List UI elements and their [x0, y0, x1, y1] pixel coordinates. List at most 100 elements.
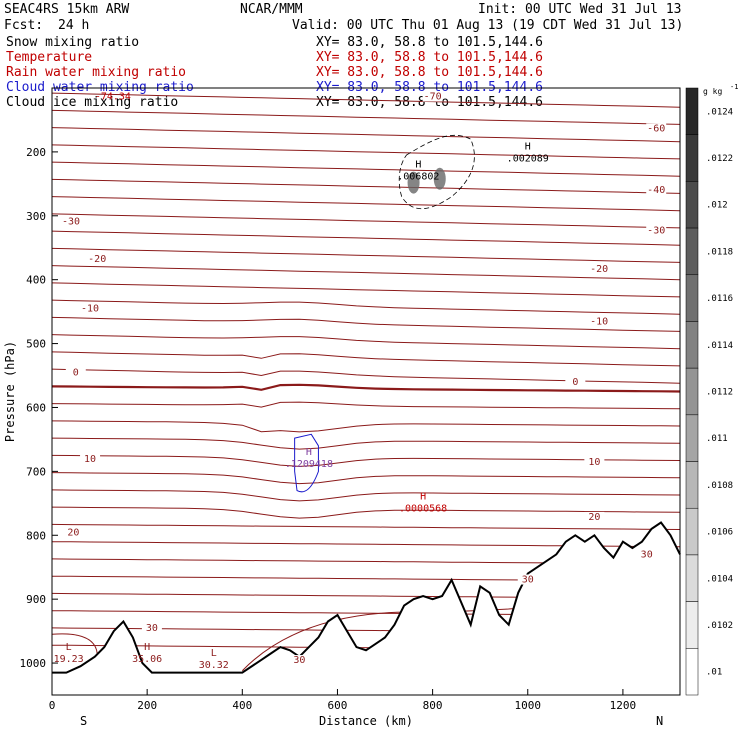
colorbar-swatch — [685, 321, 699, 369]
y-tick-label: 200 — [26, 146, 46, 159]
temperature-contour — [51, 316, 681, 332]
temperature-label-bg — [565, 377, 586, 388]
x-tick-label: 1200 — [610, 699, 637, 712]
temperature-label-bg — [65, 367, 86, 378]
colorbar-swatch — [685, 414, 699, 462]
y-axis-ticks: 200 300 400 500 600 700 800 900 1000 — [20, 146, 58, 670]
temperature-contour — [51, 334, 681, 350]
valid-time: Valid: 00 UTC Thu 01 Aug 13 (19 CDT Wed … — [292, 18, 684, 33]
temperature-label: -30 — [62, 217, 80, 228]
temperature-contour — [51, 523, 681, 530]
colorbar-label: .0118 — [706, 247, 733, 257]
extremum-value: 30.32 — [199, 660, 229, 671]
temperature-contour — [51, 247, 681, 263]
temperature-contour — [51, 368, 681, 384]
temperature-contour — [51, 196, 681, 212]
temperature-contour — [51, 633, 98, 654]
colorbar-label: .0104 — [706, 574, 733, 584]
legend-snow-label: Snow mixing ratio — [6, 35, 140, 50]
colorbar-swatch — [685, 227, 699, 276]
colorbar-label: .0108 — [706, 481, 733, 491]
colorbar-swatch — [685, 507, 699, 556]
extremum-mark: H — [306, 447, 312, 458]
y-axis-label: Pressure (hPa) — [3, 341, 17, 442]
legend-temperature-xy: XY= 83.0, 58.8 to 101.5,144.6 — [316, 50, 543, 65]
cloud-ice-core — [407, 171, 420, 194]
temperature-label-bg — [646, 225, 667, 236]
temperature-label-bg — [141, 623, 162, 634]
legend-snow-xy: XY= 83.0, 58.8 to 101.5,144.6 — [316, 35, 543, 50]
extremum-value: .006802 — [397, 171, 439, 182]
temperature-label: -30 — [647, 226, 665, 237]
temperature-label-bg — [87, 253, 108, 264]
colorbar-label: .0114 — [706, 341, 733, 351]
forecast-value: 24 h — [58, 18, 90, 33]
cloud-ice-region — [294, 135, 475, 493]
temperature-label: -20 — [590, 264, 608, 275]
cloud-ice-outline — [398, 135, 475, 210]
colorbar-label: .01 — [706, 668, 722, 678]
colorbar-swatch — [685, 181, 699, 229]
temperature-label-bg — [80, 303, 101, 314]
temperature-contour — [51, 506, 681, 519]
temperature-contour — [51, 351, 681, 367]
y-tick-label: 400 — [26, 274, 46, 287]
temperature-contour — [51, 299, 681, 315]
temperature-contour — [51, 420, 681, 433]
colorbar-swatch — [685, 134, 699, 182]
colorbar-unit-exponent: -1 — [730, 83, 738, 91]
temperature-contour — [51, 265, 681, 281]
extrema-labels: H.006802H.002089H.0000568H.1209418L19.23… — [54, 142, 549, 672]
temperature-contour — [51, 472, 681, 485]
colorbar-swatch — [685, 367, 699, 416]
x-axis-label: Distance (km) — [319, 714, 413, 728]
temperature-contour — [51, 178, 681, 194]
temperature-label: 30 — [522, 575, 534, 586]
colorbar-swatch — [685, 461, 699, 509]
temperature-label: 30 — [293, 655, 305, 666]
cloud-water-contour — [294, 433, 319, 493]
temperature-label-bg — [589, 316, 610, 327]
temperature-label: -10 — [590, 316, 608, 327]
terrain-line — [52, 521, 681, 674]
temperature-label-bg — [63, 527, 84, 538]
temperature-label: 30 — [146, 623, 158, 634]
temperature-contour — [51, 161, 681, 177]
x-tick-label: 200 — [137, 699, 157, 712]
extremum-value: 19.23 — [54, 654, 84, 665]
temperature-label-bg — [422, 91, 443, 102]
x-tick-label: 800 — [423, 699, 443, 712]
colorbar-unit: g kg — [703, 87, 722, 96]
extremum-mark: H — [420, 492, 426, 503]
y-tick-label: 300 — [26, 210, 46, 223]
temperature-label: -70 — [424, 92, 442, 103]
temperature-contour — [51, 437, 681, 450]
colorbar-swatch — [685, 601, 699, 649]
temperature-contour — [51, 383, 681, 393]
colorbar-label: .0102 — [706, 621, 733, 631]
temperature-label-bg — [80, 453, 101, 464]
extremum-mark: H — [415, 159, 421, 170]
extremum-value: .002089 — [507, 154, 549, 165]
x-tick-label: 1000 — [515, 699, 542, 712]
legend-cloudice-label: Cloud ice mixing ratio — [6, 95, 179, 110]
cloud-ice-core — [433, 167, 446, 190]
terrain-fill — [52, 522, 680, 695]
x-axis-ticks: 0 200 400 600 800 1000 1200 — [49, 689, 636, 712]
temperature-contour — [51, 109, 681, 125]
y-tick-label: 900 — [26, 593, 46, 606]
temperature-label-bg — [646, 184, 667, 195]
y-tick-label: 1000 — [20, 657, 47, 670]
colorbar-label: .0122 — [706, 154, 733, 164]
temperature-label: -10 — [81, 304, 99, 315]
temperature-contour — [51, 92, 681, 108]
temperature-label-bg — [636, 549, 657, 560]
temperature-label: -60 — [647, 123, 665, 134]
colorbar-label: .012 — [706, 201, 728, 211]
model-title: SEAC4RS 15km ARW — [4, 2, 130, 17]
y-tick-label: 600 — [26, 401, 46, 414]
temperature-label: 10 — [84, 454, 96, 465]
temperature-contour — [51, 401, 681, 410]
temperature-label-bg — [584, 511, 605, 522]
